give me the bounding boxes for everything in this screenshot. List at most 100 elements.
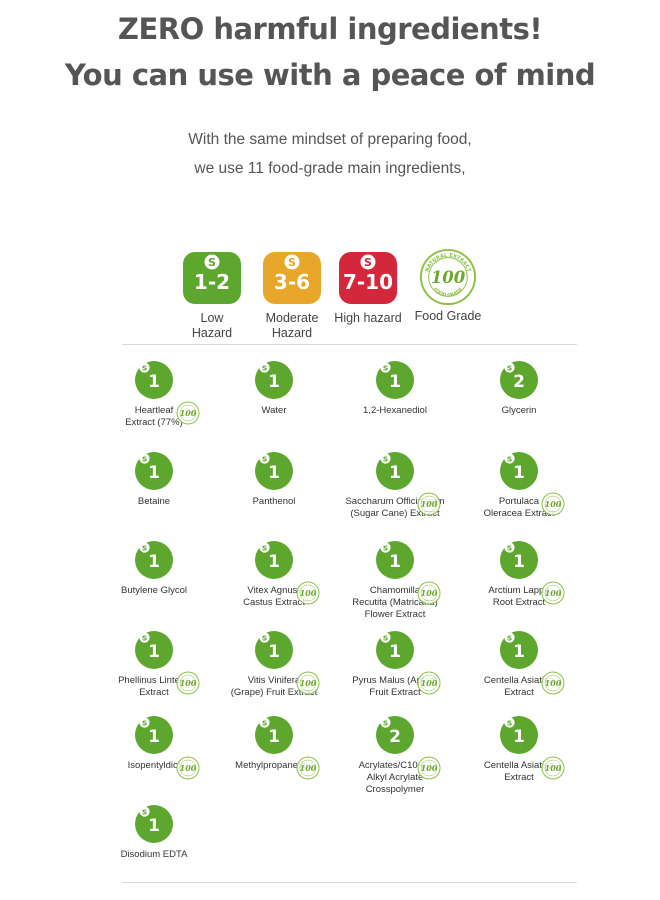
ewg-score-value: 1 (148, 372, 160, 392)
food-grade-seal-icon: 100 (541, 756, 565, 780)
ewg-score-value: 1 (148, 816, 160, 836)
ingredient-name-line: Centella Asiatica (483, 675, 555, 686)
ingredient-name: Saccharum Officinarum (Sugar Cane) Extrac… (335, 496, 455, 520)
ingredient-name-line: Panthenol (252, 496, 296, 507)
svg-text:S: S (383, 454, 388, 463)
ewg-score-value: 1 (513, 552, 525, 572)
ingredient-name: 1,2-Hexanediol (335, 405, 455, 417)
ingredient-name: Disodium EDTA (94, 849, 214, 861)
svg-text:100: 100 (180, 763, 197, 773)
ingredient-name: Heartleaf Extract (77%) (94, 405, 214, 429)
ewg-score-value: 1 (389, 552, 401, 572)
food-grade-seal-icon: 100 (541, 492, 565, 516)
ingredient-item: S 1 Arctium Lappa Root Extract 100 (459, 541, 579, 609)
ingredient-name-line: Extract (139, 687, 169, 698)
ingredient-item: S 1 Chamomilla Recutita (Matricaria) Flower … (335, 541, 455, 621)
food-grade-seal-icon: 100 (176, 756, 200, 780)
svg-text:S: S (507, 633, 512, 642)
ewg-score-value: 1 (268, 552, 280, 572)
legend-label-line: Hazard (271, 326, 313, 340)
svg-text:S: S (142, 633, 147, 642)
s-logo-icon: S (259, 717, 270, 728)
svg-text:S: S (142, 807, 147, 816)
ingredient-name-line: Extract (504, 687, 534, 698)
intro-line-1: With the same mindset of preparing food, (188, 131, 472, 148)
svg-text:100: 100 (180, 408, 197, 418)
ingredient-name: Pyrus Malus (Apple) Fruit Extract (335, 675, 455, 699)
ingredient-name: Butylene Glycol (94, 585, 214, 597)
s-logo-icon: S (139, 806, 150, 817)
ewg-score-value: 1 (148, 463, 160, 483)
svg-text:S: S (142, 718, 147, 727)
legend-label: High hazard (328, 311, 408, 326)
ingredient-name: Acrylates/C10-30 Alkyl Acrylate Crosspolym… (335, 760, 455, 796)
svg-text:S: S (262, 633, 267, 642)
ewg-score-value: 1 (148, 552, 160, 572)
ingredient-name-line: Heartleaf (134, 405, 174, 416)
ingredient-name-line: Crosspolymer (365, 784, 425, 795)
s-logo-icon: S (380, 632, 391, 643)
legend-label-line: Moderate (265, 311, 319, 325)
ingredient-item: S 2 Acrylates/C10-30 Alkyl Acrylate Crosspol… (335, 716, 455, 796)
svg-text:100: 100 (545, 588, 562, 598)
svg-text:S: S (507, 363, 512, 372)
s-logo-icon: S (380, 362, 391, 373)
ingredient-item: S 1 Vitis Vinifera (Grape) Fruit Extract 100 (214, 631, 334, 699)
ingredient-item: S 1 Butylene Glycol (94, 541, 214, 597)
ingredient-item: S 1 Water (214, 361, 334, 417)
ingredient-name: Centella Asiatica Extract (459, 675, 579, 699)
svg-text:100: 100 (421, 499, 438, 509)
svg-text:100: 100 (180, 678, 197, 688)
svg-text:S: S (383, 633, 388, 642)
legend-item-high-hazard: S 7-10 High hazard (328, 252, 408, 326)
ingredient-name-line: Glycerin (501, 405, 537, 416)
bottom-divider (122, 882, 577, 883)
ingredient-name-line: Methylpropanediol (235, 760, 313, 771)
ewg-score-value: 1 (268, 372, 280, 392)
s-logo-icon: S (259, 632, 270, 643)
ingredient-name: Centella Asiatica Extract (459, 760, 579, 784)
ingredient-item: S 1 Heartleaf Extract (77%) 100 (94, 361, 214, 429)
food-grade-seal-icon: 100 (296, 756, 320, 780)
ewg-score-value: 1 (513, 642, 525, 662)
legend-badge-text: 7-10 (342, 270, 394, 294)
ingredient-name-line: Alkyl Acrylate (366, 772, 424, 783)
intro-line-2: we use 11 food-grade main ingredients, (194, 160, 466, 177)
ingredient-name-line: Saccharum Officinarum (345, 496, 445, 507)
ingredient-name-line: 1,2-Hexanediol (363, 405, 427, 416)
ewg-score-value: 1 (513, 727, 525, 747)
svg-text:100: 100 (545, 678, 562, 688)
ewg-score-value: 1 (268, 727, 280, 747)
ingredient-name: Glycerin (459, 405, 579, 417)
legend-item-moderate-hazard: S 3-6 Moderate Hazard (252, 252, 332, 341)
s-logo-icon: S (139, 542, 150, 553)
ingredient-name-line: Betaine (137, 496, 171, 507)
s-logo-icon: S (259, 362, 270, 373)
ewg-score-value: 1 (513, 463, 525, 483)
s-logo-icon: S (380, 453, 391, 464)
ingredient-name-line: Arctium Lappa (488, 585, 550, 596)
headline-line-1: ZERO harmful ingredients! (117, 12, 543, 46)
ingredient-name-line: Extract (504, 772, 534, 783)
s-logo-icon: S (259, 542, 270, 553)
legend-label-line: Low (200, 311, 224, 325)
ingredient-name-line: Vitex Agnus- (247, 585, 301, 596)
s-logo-icon: S (139, 453, 150, 464)
s-logo-icon: S (504, 362, 515, 373)
ingredient-item: S 2 Glycerin (459, 361, 579, 417)
legend-label-line: Hazard (191, 326, 233, 340)
ingredient-name: Water (214, 405, 334, 417)
